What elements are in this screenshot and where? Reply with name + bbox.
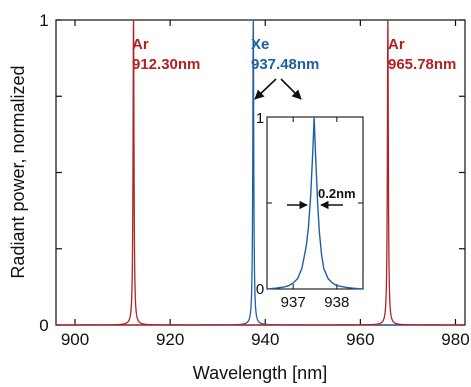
- x-tick-label-980: 980: [441, 330, 469, 349]
- inset-x-tick-labels: 937 938: [281, 294, 350, 311]
- peak-label-xe-937-wavelength: 937.48nm: [251, 56, 319, 73]
- inset-y-tick-label-1: 1: [256, 110, 264, 127]
- inset-x-tick-label-938: 938: [324, 294, 349, 311]
- y-axis-title: Radiant power, normalized: [8, 65, 28, 278]
- series-peak-2: [56, 19, 465, 326]
- peak-label-ar-965-wavelength: 965.78nm: [388, 56, 456, 73]
- fwhm-label: 0.2nm: [318, 186, 356, 201]
- inset-pointer-arrow-left: [254, 78, 277, 100]
- x-tick-label-900: 900: [61, 330, 89, 349]
- peak-label-ar-912-wavelength: 912.30nm: [132, 56, 200, 73]
- main-series-group: [56, 19, 465, 326]
- inset-y-tick-label-0: 0: [256, 281, 264, 298]
- inset-xe-peak-line: [266, 116, 364, 290]
- y-tick-label-1: 1: [39, 11, 48, 30]
- x-tick-labels: 900 920 940 960 980: [61, 330, 470, 349]
- peak-label-ar-965-name: Ar: [388, 36, 405, 53]
- inset-x-tick-label-937: 937: [281, 294, 306, 311]
- inset-pointer-arrow-right: [280, 78, 302, 100]
- x-tick-label-960: 960: [346, 330, 374, 349]
- peak-label-xe-937-name: Xe: [251, 36, 269, 53]
- x-tick-label-940: 940: [251, 330, 279, 349]
- x-axis-title: Wavelength [nm]: [193, 363, 327, 383]
- peak-label-ar-912-name: Ar: [132, 36, 149, 53]
- x-tick-label-920: 920: [156, 330, 184, 349]
- y-tick-label-0: 0: [39, 316, 48, 335]
